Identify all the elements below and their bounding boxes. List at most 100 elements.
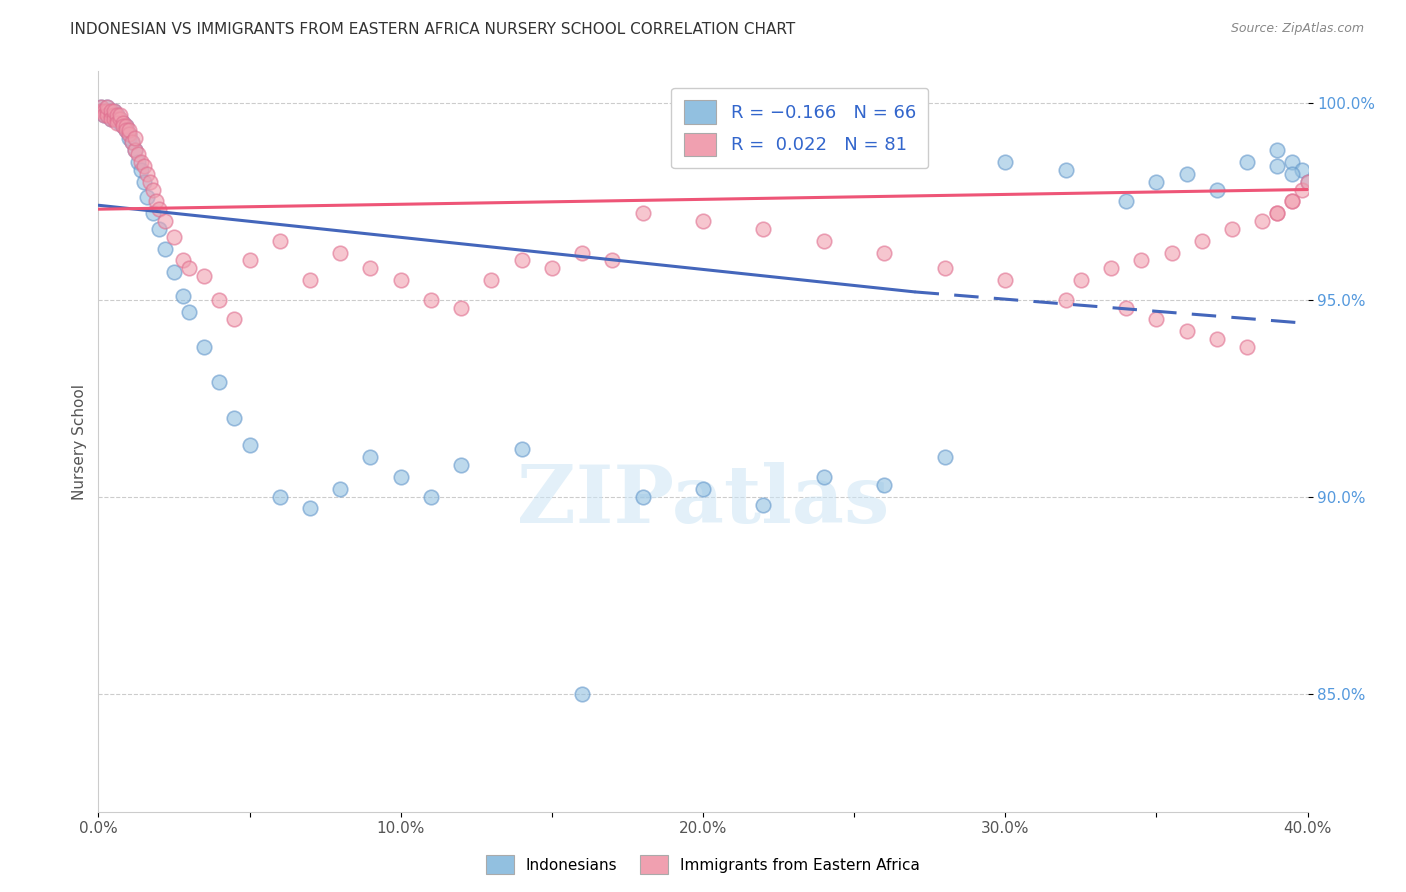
Point: [1054, 293, 1077, 307]
Point: [179, 304, 201, 318]
Point: [1281, 194, 1303, 209]
Point: [1281, 155, 1303, 169]
Point: [692, 214, 714, 228]
Point: [118, 128, 141, 142]
Point: [1281, 194, 1303, 209]
Point: [105, 112, 128, 126]
Point: [450, 458, 472, 472]
Point: [1291, 162, 1313, 177]
Point: [90, 103, 112, 118]
Point: [118, 131, 141, 145]
Point: [90, 100, 112, 114]
Point: [93, 108, 115, 122]
Point: [103, 108, 125, 122]
Point: [1160, 245, 1182, 260]
Point: [1175, 324, 1198, 338]
Point: [108, 108, 131, 122]
Point: [1236, 155, 1258, 169]
Point: [96, 100, 118, 114]
Point: [299, 501, 322, 516]
Legend: R = −0.166   N = 66, R =  0.022   N = 81: R = −0.166 N = 66, R = 0.022 N = 81: [671, 87, 928, 169]
Legend: Indonesians, Immigrants from Eastern Africa: Indonesians, Immigrants from Eastern Afr…: [479, 849, 927, 880]
Point: [873, 245, 896, 260]
Point: [179, 261, 201, 276]
Point: [93, 103, 115, 118]
Point: [1296, 175, 1319, 189]
Point: [389, 273, 412, 287]
Point: [1251, 214, 1274, 228]
Point: [100, 103, 122, 118]
Point: [103, 103, 125, 118]
Point: [360, 261, 382, 276]
Point: [224, 411, 246, 425]
Point: [631, 206, 654, 220]
Point: [1296, 175, 1319, 189]
Point: [105, 112, 128, 126]
Point: [90, 100, 112, 114]
Point: [139, 175, 162, 189]
Point: [1070, 273, 1092, 287]
Point: [124, 143, 146, 157]
Point: [121, 135, 143, 149]
Point: [1144, 175, 1167, 189]
Point: [96, 103, 118, 118]
Point: [96, 108, 118, 122]
Text: Source: ZipAtlas.com: Source: ZipAtlas.com: [1230, 22, 1364, 36]
Point: [127, 147, 149, 161]
Point: [481, 273, 503, 287]
Point: [153, 214, 176, 228]
Point: [1220, 222, 1243, 236]
Point: [129, 155, 152, 169]
Point: [93, 108, 115, 122]
Point: [1267, 143, 1289, 157]
Point: [934, 261, 956, 276]
Point: [103, 112, 125, 126]
Point: [813, 234, 835, 248]
Point: [994, 273, 1017, 287]
Point: [163, 265, 186, 279]
Point: [571, 245, 593, 260]
Point: [360, 450, 382, 465]
Point: [1054, 162, 1077, 177]
Point: [132, 175, 155, 189]
Point: [100, 112, 122, 126]
Point: [602, 253, 624, 268]
Point: [114, 120, 136, 134]
Point: [631, 490, 654, 504]
Point: [1175, 167, 1198, 181]
Point: [118, 123, 141, 137]
Point: [1130, 253, 1153, 268]
Point: [239, 438, 262, 452]
Point: [269, 234, 291, 248]
Point: [148, 202, 170, 217]
Point: [118, 128, 141, 142]
Point: [108, 112, 131, 126]
Text: ZIPatlas: ZIPatlas: [517, 462, 889, 540]
Point: [299, 273, 322, 287]
Point: [145, 194, 167, 209]
Point: [510, 442, 533, 457]
Point: [100, 112, 122, 126]
Point: [172, 253, 194, 268]
Point: [420, 293, 443, 307]
Point: [1115, 194, 1137, 209]
Point: [111, 120, 134, 134]
Point: [124, 131, 146, 145]
Point: [129, 162, 152, 177]
Point: [1267, 206, 1289, 220]
Point: [163, 229, 186, 244]
Point: [813, 470, 835, 484]
Point: [1099, 261, 1122, 276]
Point: [1144, 312, 1167, 326]
Point: [114, 123, 136, 137]
Point: [450, 301, 472, 315]
Point: [208, 293, 231, 307]
Point: [105, 115, 128, 129]
Point: [135, 190, 157, 204]
Point: [752, 222, 775, 236]
Text: INDONESIAN VS IMMIGRANTS FROM EASTERN AFRICA NURSERY SCHOOL CORRELATION CHART: INDONESIAN VS IMMIGRANTS FROM EASTERN AF…: [70, 22, 796, 37]
Point: [96, 103, 118, 118]
Point: [142, 182, 165, 196]
Point: [135, 167, 157, 181]
Point: [93, 103, 115, 118]
